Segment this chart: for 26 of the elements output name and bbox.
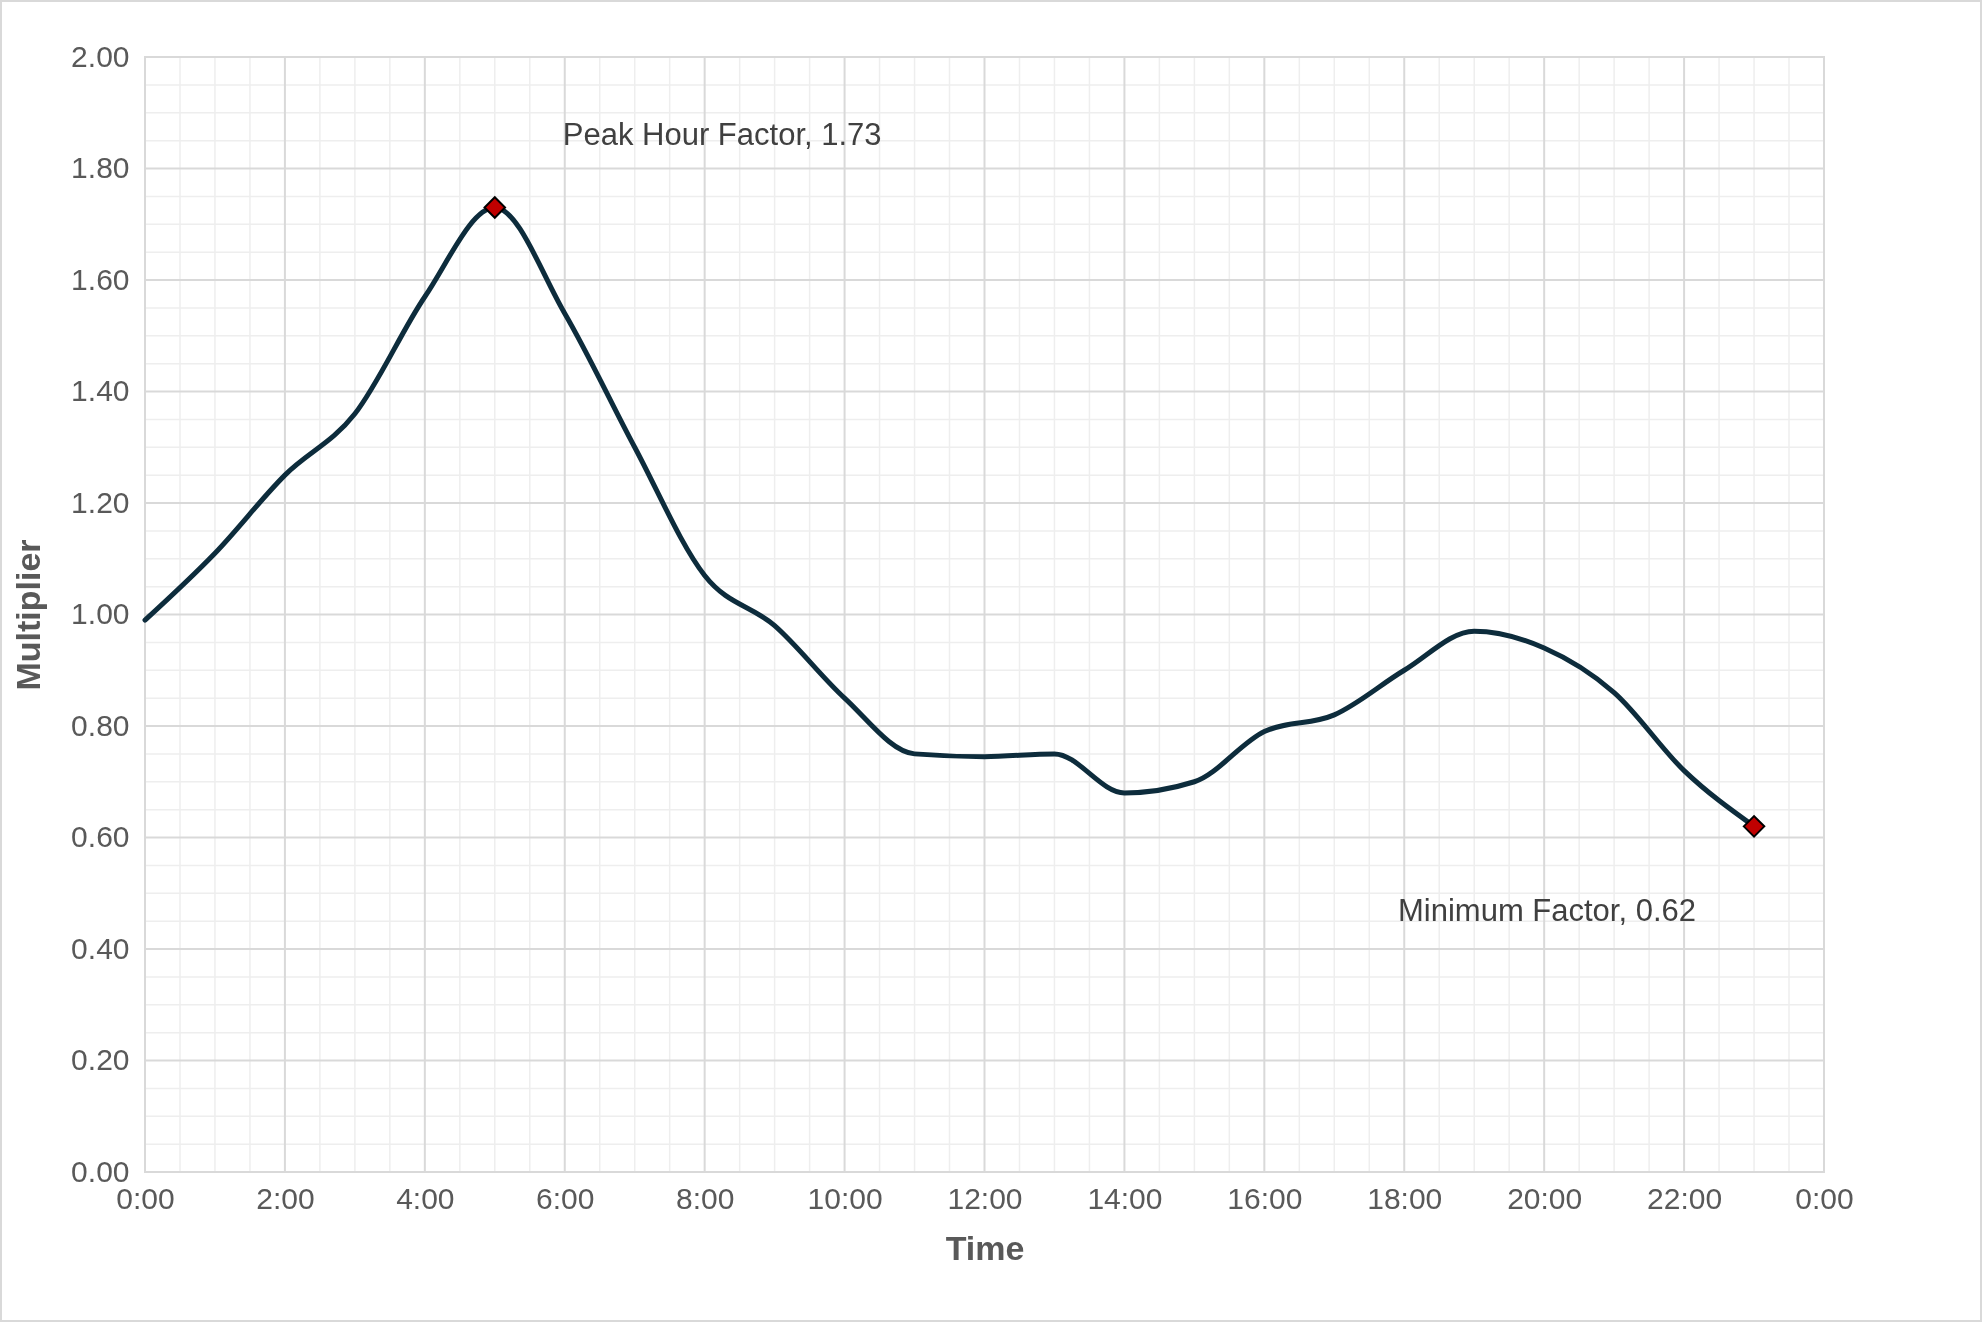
x-tick-label: 20:00 — [1507, 1181, 1583, 1215]
x-tick-label: 6:00 — [536, 1181, 595, 1215]
y-tick-label: 1.80 — [71, 151, 130, 184]
x-tick-label: 22:00 — [1647, 1181, 1723, 1215]
x-tick-label: 18:00 — [1367, 1181, 1443, 1215]
x-tick-label: 2:00 — [256, 1181, 315, 1215]
x-tick-label: 8:00 — [675, 1181, 735, 1215]
annotation: Peak Hour Factor, 1.73 — [562, 116, 882, 152]
y-tick-label: 2.00 — [71, 39, 130, 73]
x-tick-label: 4:00 — [396, 1181, 455, 1215]
x-tick-label: 14:00 — [1087, 1181, 1163, 1215]
y-tick-label: 0.60 — [71, 820, 130, 853]
annotation: Minimum Factor, 0.62 — [1397, 893, 1697, 929]
y-tick-label: 0.20 — [71, 1043, 130, 1076]
y-axis-title: Multiplier — [9, 539, 48, 691]
y-tick-label: 0.80 — [71, 708, 130, 742]
y-tick-label: 1.20 — [71, 485, 130, 519]
x-tick-label: 16:00 — [1227, 1181, 1303, 1215]
x-tick-label: 10:00 — [807, 1181, 883, 1215]
y-tick-label: 1.60 — [71, 262, 130, 296]
y-tick-label: 1.40 — [71, 374, 130, 407]
x-tick-label: 12:00 — [947, 1181, 1023, 1215]
x-axis-title: Time — [945, 1228, 1025, 1267]
y-tick-label: 1.00 — [71, 597, 130, 630]
y-tick-label: 0.40 — [71, 931, 130, 965]
x-tick-label: 0:00 — [1795, 1181, 1854, 1215]
